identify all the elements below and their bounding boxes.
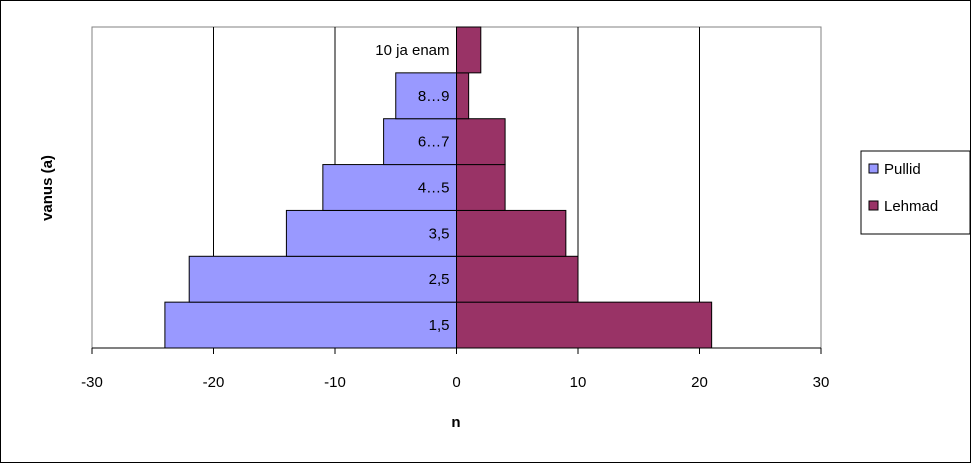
bar-lehmad	[456, 164, 506, 211]
x-tick-label: -10	[324, 374, 346, 391]
bar-pullid	[188, 255, 457, 303]
y-axis-title: vanus (a)	[39, 155, 56, 221]
legend-label: Lehmad	[884, 198, 938, 215]
bar-lehmad	[456, 209, 567, 257]
bars	[164, 26, 713, 349]
category-label: 8…9	[418, 88, 450, 105]
x-tick-label: 20	[691, 374, 708, 391]
x-tick-label: -30	[81, 374, 103, 391]
category-label: 2,5	[429, 271, 450, 288]
legend: Pullid Lehmad	[860, 150, 971, 235]
bar-lehmad	[456, 255, 579, 303]
bar-lehmad	[456, 118, 506, 166]
bar-pullid	[164, 301, 457, 349]
x-tick-label: 30	[813, 374, 830, 391]
bar-pullid	[322, 164, 457, 211]
x-tick-label: -20	[203, 374, 225, 391]
category-label: 3,5	[429, 225, 450, 242]
legend-swatch	[868, 200, 879, 211]
legend-swatch	[868, 163, 879, 174]
category-label: 6…7	[418, 134, 450, 151]
x-tick-label: 0	[452, 374, 460, 391]
x-axis-title: n	[451, 414, 460, 431]
category-labels: 1,5 2,5 3,5 4…5 6…7 8…9 10 ja enam	[375, 42, 449, 334]
category-label: 10 ja enam	[375, 42, 449, 59]
bar-lehmad	[456, 301, 713, 349]
bar-lehmad	[456, 26, 482, 74]
bar-lehmad	[456, 72, 470, 120]
legend-label: Pullid	[884, 161, 921, 178]
category-label: 1,5	[429, 317, 450, 334]
legend-box	[860, 150, 971, 235]
category-label: 4…5	[418, 180, 450, 197]
x-axis: -30 -20 -10 0 10 20 30	[81, 347, 830, 391]
x-tick-label: 10	[570, 374, 587, 391]
